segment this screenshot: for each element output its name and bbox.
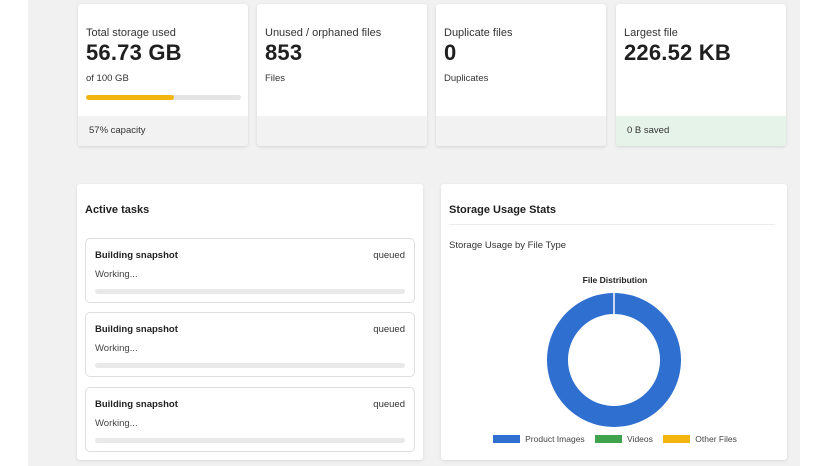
chart-legend: Product Images Videos Other Files bbox=[441, 434, 789, 444]
task-progress-bar bbox=[95, 438, 405, 443]
stat-footer: 57% capacity bbox=[78, 116, 248, 146]
legend-item-product-images[interactable]: Product Images bbox=[493, 434, 585, 444]
stat-subtext: Duplicates bbox=[444, 73, 489, 84]
stat-card-largest-file: Largest file 226.52 KB 0 B saved bbox=[616, 4, 786, 146]
task-card[interactable]: Building snapshot queued Working... bbox=[85, 312, 415, 377]
stat-subtext: Files bbox=[265, 73, 286, 84]
task-progress-bar bbox=[95, 363, 405, 368]
task-message: Working... bbox=[95, 418, 138, 429]
stat-value: 56.73 GB bbox=[86, 40, 182, 65]
stat-card-total-storage: Total storage used 56.73 GB of 100 GB 57… bbox=[78, 4, 248, 146]
stat-subtext: of 100 GB bbox=[86, 73, 129, 84]
panel-title: Active tasks bbox=[85, 204, 150, 216]
task-card[interactable]: Building snapshot queued Working... bbox=[85, 387, 415, 452]
task-progress-bar bbox=[95, 289, 405, 294]
stat-value: 226.52 KB bbox=[624, 40, 731, 65]
task-message: Working... bbox=[95, 269, 138, 280]
legend-label: Product Images bbox=[525, 434, 585, 444]
stat-value: 0 bbox=[444, 40, 457, 65]
storage-stats-panel: Storage Usage Stats Storage Usage by Fil… bbox=[441, 184, 787, 460]
divider bbox=[449, 224, 775, 225]
task-status: queued bbox=[373, 250, 405, 261]
task-name: Building snapshot bbox=[95, 399, 178, 410]
stat-card-orphaned-files: Unused / orphaned files 853 Files bbox=[257, 4, 427, 146]
stat-title: Unused / orphaned files bbox=[265, 27, 382, 39]
stat-footer bbox=[257, 116, 427, 146]
slice-product-images[interactable] bbox=[546, 293, 681, 427]
legend-swatch bbox=[595, 435, 623, 443]
task-status: queued bbox=[373, 324, 405, 335]
legend-label: Videos bbox=[627, 434, 653, 444]
file-distribution-chart bbox=[546, 293, 681, 427]
panel-title: Storage Usage Stats bbox=[449, 204, 556, 216]
stat-footer bbox=[436, 116, 606, 146]
legend-swatch bbox=[493, 435, 521, 443]
stat-title: Total storage used bbox=[86, 27, 176, 39]
stat-footer: 0 B saved bbox=[616, 116, 786, 146]
task-status: queued bbox=[373, 399, 405, 410]
dashboard-canvas: Total storage used 56.73 GB of 100 GB 57… bbox=[28, 0, 800, 466]
storage-progress-bar bbox=[86, 95, 241, 100]
storage-progress-fill bbox=[86, 95, 175, 100]
stat-title: Duplicate files bbox=[444, 27, 513, 39]
legend-item-other-files[interactable]: Other Files bbox=[663, 434, 737, 444]
task-card[interactable]: Building snapshot queued Working... bbox=[85, 238, 415, 303]
stat-value: 853 bbox=[265, 40, 303, 65]
chart-title: File Distribution bbox=[582, 275, 648, 285]
task-message: Working... bbox=[95, 343, 138, 354]
legend-item-videos[interactable]: Videos bbox=[595, 434, 653, 444]
legend-swatch bbox=[663, 435, 691, 443]
task-name: Building snapshot bbox=[95, 324, 178, 335]
stat-card-duplicate-files: Duplicate files 0 Duplicates bbox=[436, 4, 606, 146]
active-tasks-panel: Active tasks Building snapshot queued Wo… bbox=[77, 184, 423, 460]
stat-title: Largest file bbox=[624, 27, 678, 39]
panel-subtitle: Storage Usage by File Type bbox=[449, 240, 567, 251]
task-name: Building snapshot bbox=[95, 250, 178, 261]
legend-label: Other Files bbox=[695, 434, 737, 444]
